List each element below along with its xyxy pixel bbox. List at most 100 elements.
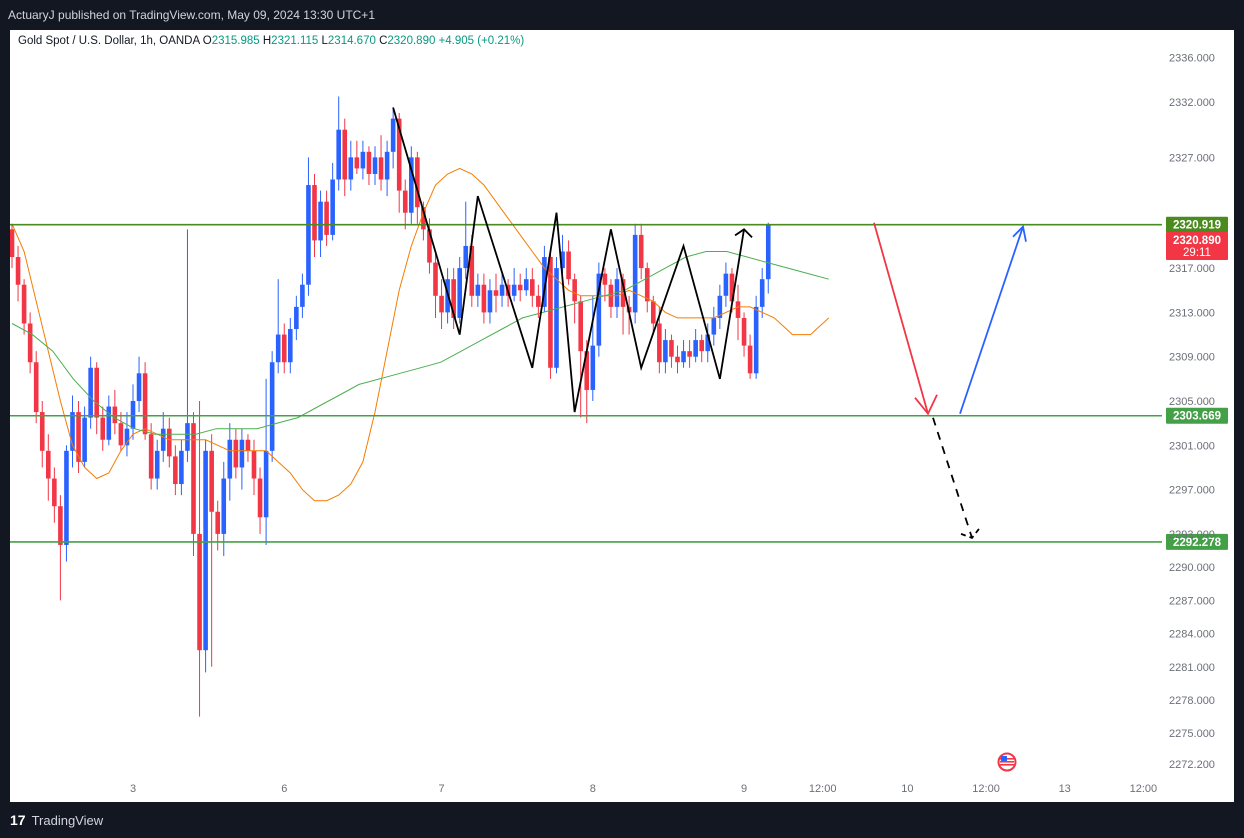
candle-body bbox=[523, 279, 529, 291]
x-tick-label: 6 bbox=[281, 783, 287, 795]
candle-body bbox=[687, 351, 692, 357]
candle-body bbox=[300, 284, 305, 307]
y-tick-label: 2336.000 bbox=[1169, 53, 1215, 65]
candle-body bbox=[499, 284, 505, 296]
candle-body bbox=[614, 279, 620, 307]
candle-body bbox=[142, 373, 148, 435]
candle-body bbox=[148, 434, 154, 479]
candle-body bbox=[638, 234, 644, 269]
flag-us-icon[interactable] bbox=[997, 752, 1017, 772]
candle-body bbox=[21, 284, 27, 324]
candle-body bbox=[366, 151, 372, 174]
candle-body bbox=[185, 423, 190, 451]
candle-body bbox=[584, 351, 590, 390]
level-tag bbox=[1166, 216, 1228, 233]
candle-body bbox=[717, 295, 723, 318]
candle-body bbox=[275, 334, 281, 363]
dashed-projection bbox=[932, 417, 973, 539]
candle-body bbox=[33, 362, 39, 413]
high-label: H bbox=[262, 35, 272, 47]
candle-body bbox=[179, 450, 184, 485]
chart-area[interactable]: 2320.919 2303.669 2292.278 2320.890 29:11 23… bbox=[9, 30, 1234, 802]
candle-body bbox=[566, 251, 571, 280]
level-tag bbox=[1166, 533, 1228, 550]
candle-body bbox=[542, 257, 547, 307]
candle-body bbox=[118, 423, 124, 446]
candle-body bbox=[536, 295, 541, 307]
moving-averages bbox=[11, 167, 830, 502]
candle-body bbox=[372, 157, 378, 174]
tradingview-brand[interactable]: 17 TradingView bbox=[10, 812, 103, 828]
ema-slow-line bbox=[11, 251, 829, 435]
candle-body bbox=[632, 234, 638, 313]
up-arrow-blue bbox=[959, 226, 1024, 415]
high-value: 2321.115 bbox=[271, 35, 319, 47]
candle-body bbox=[167, 428, 172, 457]
candle-body bbox=[572, 279, 577, 302]
candle-body bbox=[136, 373, 142, 401]
price-tag bbox=[1166, 232, 1228, 261]
candle-body bbox=[481, 284, 487, 313]
candle-body bbox=[227, 439, 233, 479]
candle-body bbox=[203, 450, 208, 651]
level-tag bbox=[1166, 407, 1228, 424]
x-tick-label: 10 bbox=[901, 783, 913, 795]
down-arrow-red bbox=[873, 222, 929, 414]
candle-body bbox=[342, 129, 348, 180]
candle-body bbox=[378, 157, 384, 180]
price-axis[interactable]: 2336.000 2332.000 2327.000 2317.000 2313.000… bbox=[1169, 53, 1215, 772]
candle-body bbox=[596, 273, 602, 346]
candle-body bbox=[281, 334, 287, 363]
y-tick-label: 2305.000 bbox=[1169, 396, 1215, 408]
low-label: L bbox=[321, 35, 328, 47]
candle-body bbox=[288, 329, 293, 363]
level-label: 2320.919 bbox=[1173, 220, 1221, 232]
candle-body bbox=[723, 273, 729, 296]
x-tick-label: 7 bbox=[438, 783, 444, 795]
candle-body bbox=[475, 284, 481, 296]
candle-body bbox=[548, 257, 553, 368]
candle-body bbox=[753, 306, 759, 374]
candle-body bbox=[451, 279, 456, 318]
candle-body bbox=[699, 340, 704, 352]
candle-body bbox=[651, 301, 656, 324]
candle-body bbox=[415, 157, 420, 208]
candle-body bbox=[160, 428, 166, 451]
candle-body bbox=[52, 478, 57, 507]
y-tick-label: 2309.000 bbox=[1169, 352, 1215, 364]
candle-body bbox=[27, 323, 33, 363]
price-tag-value: 2320.890 bbox=[1173, 235, 1221, 247]
candle-body bbox=[215, 511, 220, 534]
candle-body bbox=[433, 262, 438, 296]
projection-arrows bbox=[873, 222, 1027, 539]
candle-body bbox=[487, 290, 493, 313]
dashed-arrowhead bbox=[960, 528, 980, 539]
y-tick-label: 2287.000 bbox=[1169, 595, 1215, 607]
y-tick-label: 2332.000 bbox=[1169, 97, 1215, 109]
candle-body bbox=[759, 279, 765, 307]
zigzag-pattern bbox=[392, 107, 753, 413]
candle-body bbox=[384, 151, 390, 180]
candle-body bbox=[675, 356, 680, 363]
candle-body bbox=[330, 179, 335, 235]
candle-body bbox=[46, 450, 51, 479]
candle-body bbox=[693, 340, 698, 357]
low-value: 2314.670 bbox=[327, 35, 376, 47]
candle-body bbox=[396, 118, 402, 191]
zigzag-arrowhead bbox=[734, 228, 753, 238]
time-axis[interactable]: 3 6 7 8 9 12:00 10 12:00 13 12:00 bbox=[130, 783, 1157, 795]
candle-body bbox=[421, 207, 426, 230]
candle-body bbox=[318, 201, 323, 241]
candle-body bbox=[76, 412, 81, 462]
down-arrowhead-red bbox=[914, 394, 938, 416]
publisher-bar: ActuaryJ published on TradingView.com, M… bbox=[0, 0, 1244, 30]
candle-body bbox=[221, 478, 227, 534]
candle-body bbox=[336, 129, 341, 180]
candle-body bbox=[681, 351, 686, 363]
candle-body bbox=[578, 301, 583, 352]
candle-body bbox=[669, 340, 674, 357]
candle-body bbox=[197, 533, 202, 651]
y-tick-label: 2272.200 bbox=[1169, 759, 1215, 771]
candle-body bbox=[251, 450, 257, 479]
